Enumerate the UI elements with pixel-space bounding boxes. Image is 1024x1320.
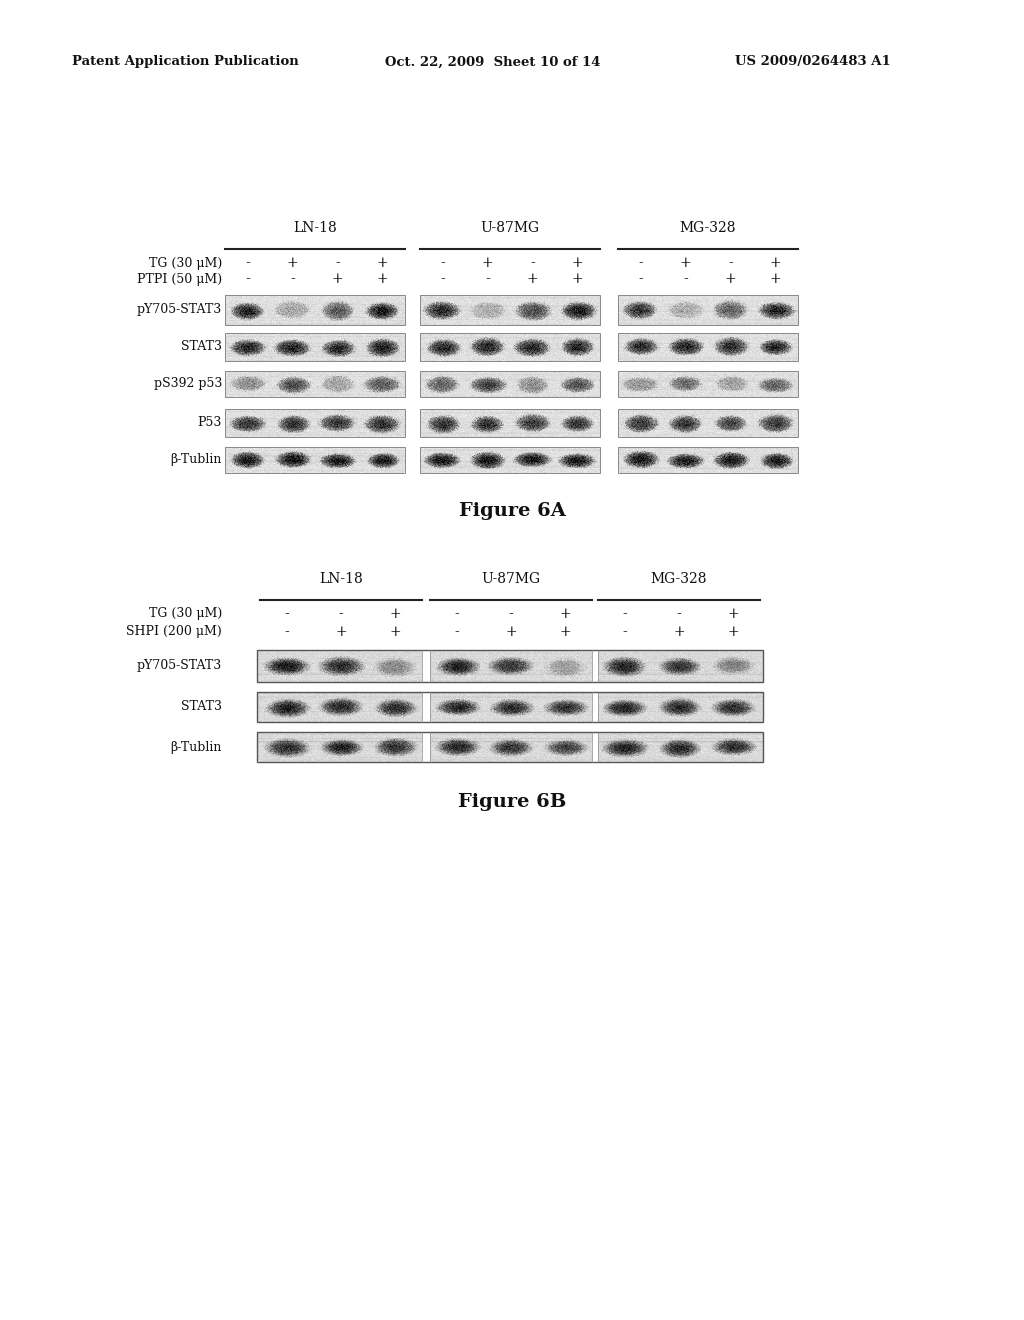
- Text: +: +: [481, 256, 494, 271]
- Text: -: -: [335, 256, 340, 271]
- Text: -: -: [683, 272, 688, 286]
- Bar: [592, 733, 598, 762]
- Text: -: -: [245, 272, 250, 286]
- Bar: [618, 333, 798, 360]
- Text: +: +: [377, 272, 388, 286]
- Text: +: +: [505, 624, 517, 639]
- Bar: [420, 333, 600, 360]
- Text: U-87MG: U-87MG: [480, 220, 540, 235]
- Text: +: +: [727, 607, 738, 620]
- Text: +: +: [377, 256, 388, 271]
- Text: +: +: [526, 272, 539, 286]
- Text: +: +: [332, 272, 343, 286]
- Text: -: -: [530, 256, 535, 271]
- Bar: [420, 371, 600, 397]
- Text: +: +: [571, 256, 584, 271]
- Text: β-Tublin: β-Tublin: [171, 741, 222, 754]
- Text: -: -: [455, 607, 460, 620]
- Text: +: +: [727, 624, 738, 639]
- Bar: [257, 692, 763, 722]
- Bar: [257, 733, 763, 762]
- Bar: [420, 447, 600, 473]
- Bar: [618, 371, 798, 397]
- Text: +: +: [287, 256, 298, 271]
- Text: P53: P53: [198, 417, 222, 429]
- Bar: [225, 409, 406, 437]
- Text: SHPI (200 μM): SHPI (200 μM): [126, 626, 222, 639]
- Text: β-Tublin: β-Tublin: [171, 454, 222, 466]
- Text: STAT3: STAT3: [181, 341, 222, 354]
- Bar: [257, 649, 763, 682]
- Text: -: -: [245, 256, 250, 271]
- Bar: [225, 294, 406, 325]
- Text: -: -: [285, 607, 290, 620]
- Text: +: +: [389, 624, 400, 639]
- Text: MG-328: MG-328: [650, 572, 708, 586]
- Text: Patent Application Publication: Patent Application Publication: [72, 55, 299, 69]
- Text: -: -: [728, 256, 733, 271]
- Text: US 2009/0264483 A1: US 2009/0264483 A1: [735, 55, 891, 69]
- Text: +: +: [559, 624, 570, 639]
- Bar: [422, 692, 430, 722]
- Text: Figure 6A: Figure 6A: [459, 502, 565, 520]
- Text: -: -: [623, 607, 628, 620]
- Bar: [225, 371, 406, 397]
- Bar: [420, 294, 600, 325]
- Bar: [422, 649, 430, 682]
- Bar: [618, 447, 798, 473]
- Text: +: +: [335, 624, 347, 639]
- Text: pY705-STAT3: pY705-STAT3: [137, 304, 222, 317]
- Text: -: -: [509, 607, 513, 620]
- Text: +: +: [673, 624, 685, 639]
- Text: -: -: [638, 272, 643, 286]
- Text: +: +: [389, 607, 400, 620]
- Text: -: -: [440, 272, 444, 286]
- Text: MG-328: MG-328: [680, 220, 736, 235]
- Text: pY705-STAT3: pY705-STAT3: [137, 660, 222, 672]
- Text: -: -: [455, 624, 460, 639]
- Bar: [225, 447, 406, 473]
- Text: +: +: [725, 272, 736, 286]
- Text: Figure 6B: Figure 6B: [458, 793, 566, 810]
- Bar: [225, 333, 406, 360]
- Text: LN-18: LN-18: [293, 220, 337, 235]
- Bar: [618, 294, 798, 325]
- Text: +: +: [559, 607, 570, 620]
- Text: +: +: [770, 256, 781, 271]
- Bar: [422, 733, 430, 762]
- Bar: [618, 409, 798, 437]
- Text: TG (30 μM): TG (30 μM): [148, 607, 222, 620]
- Text: -: -: [638, 256, 643, 271]
- Text: -: -: [623, 624, 628, 639]
- Text: -: -: [440, 256, 444, 271]
- Text: PTPI (50 μM): PTPI (50 μM): [137, 272, 222, 285]
- Text: -: -: [677, 607, 681, 620]
- Text: TG (30 μM): TG (30 μM): [148, 256, 222, 269]
- Text: +: +: [571, 272, 584, 286]
- Text: pS392 p53: pS392 p53: [154, 378, 222, 391]
- Text: -: -: [485, 272, 489, 286]
- Text: LN-18: LN-18: [319, 572, 362, 586]
- Text: -: -: [285, 624, 290, 639]
- Bar: [592, 649, 598, 682]
- Text: +: +: [770, 272, 781, 286]
- Text: Oct. 22, 2009  Sheet 10 of 14: Oct. 22, 2009 Sheet 10 of 14: [385, 55, 600, 69]
- Bar: [592, 692, 598, 722]
- Text: -: -: [290, 272, 295, 286]
- Bar: [420, 409, 600, 437]
- Text: +: +: [680, 256, 691, 271]
- Text: STAT3: STAT3: [181, 701, 222, 714]
- Text: -: -: [339, 607, 343, 620]
- Text: U-87MG: U-87MG: [481, 572, 541, 586]
